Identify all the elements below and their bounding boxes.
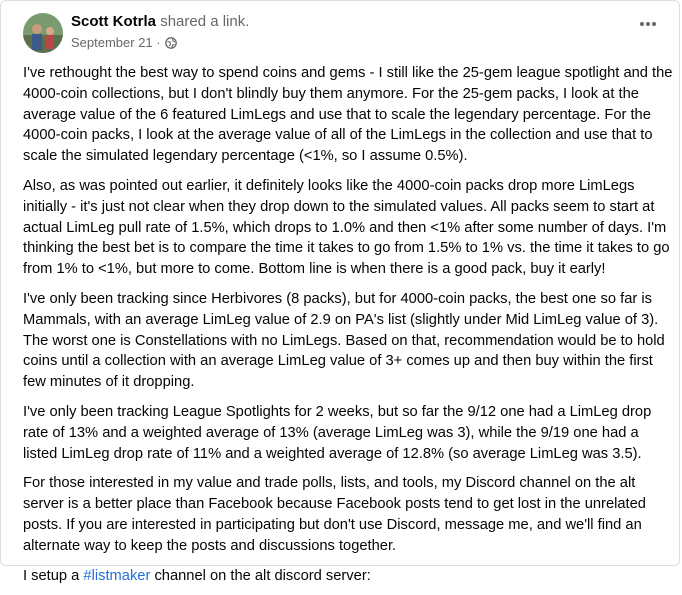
post-date[interactable]: September 21 · <box>71 35 161 50</box>
paragraph: For those interested in my value and tra… <box>23 475 646 554</box>
post-action: shared a link. <box>160 13 250 30</box>
paragraph: I've only been tracking since Herbivores… <box>23 290 665 391</box>
text: I setup a <box>23 567 84 584</box>
avatar[interactable] <box>23 13 63 53</box>
post-meta: September 21 · <box>71 35 177 50</box>
audience-icon[interactable] <box>164 36 177 49</box>
paragraph: I've rethought the best way to spend coi… <box>23 65 673 165</box>
post-body: I've rethought the best way to spend coi… <box>23 63 673 595</box>
paragraph: Also, as was pointed out earlier, it def… <box>23 177 670 278</box>
text: channel on the alt discord server: <box>150 567 371 584</box>
more-menu[interactable] <box>639 21 657 27</box>
author-name[interactable]: Scott Kotrla <box>71 13 157 30</box>
paragraph: I setup a #listmaker channel on the alt … <box>23 566 673 587</box>
post-card: Scott Kotrla shared a link. September 21… <box>0 0 680 584</box>
hashtag-link[interactable]: #listmaker <box>83 567 151 584</box>
author-line: Scott Kotrla shared a link. <box>71 13 249 30</box>
paragraph: I've only been tracking League Spotlight… <box>23 403 652 462</box>
